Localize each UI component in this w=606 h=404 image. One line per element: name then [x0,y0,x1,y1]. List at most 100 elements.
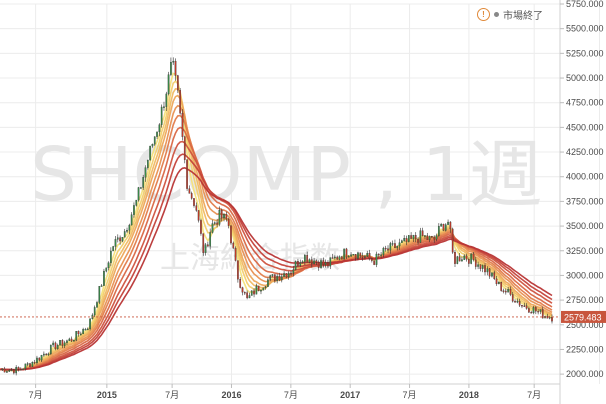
candle-body [340,256,343,260]
candle-body [433,236,436,240]
candle-body [389,243,392,251]
candle-body [412,235,415,239]
candle-body [165,93,168,107]
candle-body [495,278,498,285]
candle-body [246,292,248,299]
candle-body [514,301,516,303]
candle-body [262,287,265,291]
candle-body [539,309,542,312]
candle-body [324,262,327,265]
candle-body [530,312,533,314]
candle-body [103,270,105,286]
y-tick-label: 2500.000 [566,320,604,330]
candle-body [373,260,375,265]
candle-body [424,235,426,237]
candle-body [128,224,131,231]
candle-body [516,300,519,303]
candle-body [287,272,290,278]
candle-body [509,289,512,295]
candle-body [38,357,41,361]
candle-body [407,235,410,242]
candle-body [280,276,283,281]
candle-body [331,257,334,259]
candle-body [428,236,431,240]
candle-body [33,361,36,364]
candle-body [315,260,318,263]
candle-body [306,255,309,263]
candle-body [96,302,98,308]
candle-body [220,210,223,219]
candle-body [528,308,530,313]
candle-body [79,333,82,336]
warning-icon: ! [477,8,490,21]
y-tick-label: 3500.000 [566,221,604,231]
candle-body [327,262,329,267]
candle-body [260,290,262,292]
candle-body [126,230,128,232]
candle-body [234,248,237,261]
candle-body [179,90,181,114]
candle-body [502,290,505,292]
candle-body [43,353,45,356]
candle-body [6,371,8,373]
candle-body [472,253,475,261]
candle-body [500,281,503,291]
candle-body [371,258,373,261]
candle-body [479,264,482,269]
candle-body [142,177,145,188]
candle-body [304,255,306,262]
y-tick-label: 4750.000 [566,98,604,108]
candle-body [451,228,454,253]
y-tick-label: 3750.000 [566,196,604,206]
candle-body [461,259,463,262]
candle-body [1,368,4,371]
moving-average-line [0,94,553,372]
watermark-symbol: SHCOMP , 1週 [30,132,543,218]
candle-body [437,226,440,236]
candle-body [426,235,429,240]
candle-body [230,225,232,244]
x-tick-label: 2015 [97,390,117,400]
candle-body [345,248,348,258]
candle-body [84,329,87,331]
candle-body [45,353,48,356]
candle-body [140,187,142,189]
candle-body [283,273,285,277]
y-tick-label: 5500.000 [566,24,604,34]
candle-body [444,224,447,231]
candle-body [449,221,452,230]
candle-body [186,159,188,189]
candle-body [31,361,34,367]
candle-body [368,253,371,259]
candle-body [160,106,163,125]
candle-body [447,221,449,225]
candle-body [98,286,101,303]
watermark-name: 上海総合指数 [160,241,340,276]
candle-body [36,357,38,364]
candle-body [537,311,539,313]
candle-body [347,256,350,258]
candle-body [458,256,461,262]
candle-body [190,193,193,199]
candle-body [225,213,228,220]
candle-body [364,256,366,258]
x-tick-label: 2018 [459,390,479,400]
y-tick-label: 5750.000 [566,0,604,9]
candle-body [403,238,406,241]
candle-body [442,223,445,231]
market-status-label: 市場終了 [503,11,543,22]
candle-body [121,237,124,242]
candle-body [320,260,322,268]
candle-body [551,317,553,322]
candle-body [511,294,514,302]
candle-body [431,236,433,238]
candle-body [518,300,521,306]
candle-body [26,363,29,365]
candle-body [93,307,96,316]
candle-body [144,167,147,178]
candle-body [107,262,110,269]
candle-body [484,265,486,273]
x-tick-label: 2016 [221,390,241,400]
